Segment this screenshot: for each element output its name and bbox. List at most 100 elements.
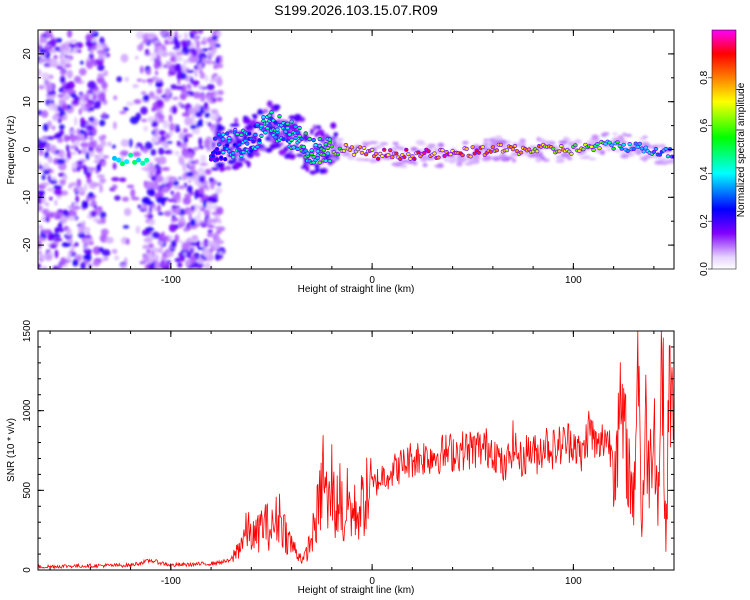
spectrogram-ridge-blob (217, 143, 221, 146)
spectrogram-cell (204, 120, 209, 125)
spectrogram-cell (151, 120, 159, 128)
spectrogram-cell (148, 166, 157, 173)
spectrogram-cell (216, 78, 223, 87)
spectrogram-cell (199, 71, 205, 79)
spectrogram-cell (111, 177, 120, 182)
spectrogram-cell (206, 94, 212, 102)
colorbar-tick-label: 0.0 (699, 262, 710, 276)
spectrogram-cell (167, 30, 173, 40)
spectrogram-cell (144, 48, 150, 55)
spectrogram-noise (38, 30, 674, 269)
spectrogram-ridge-blob (499, 143, 503, 147)
spectrogram-ridge-blob (410, 154, 414, 158)
spectrogram-ridge-blob (215, 158, 219, 161)
spectrogram-cell (182, 196, 191, 205)
spectrogram-cell (427, 143, 436, 148)
spectrogram-cell (234, 117, 239, 124)
spectrogram-cell (191, 112, 195, 120)
spectrogram-ridge-blob (243, 139, 247, 143)
spectrogram-cell (124, 76, 129, 83)
spectrogram-cell (84, 103, 93, 108)
spectrogram-ridge-blob (308, 137, 312, 141)
spectrogram-ridge-blob (551, 147, 555, 150)
spectrogram-cell (185, 171, 194, 178)
spectrogram-ridge-blob (638, 142, 642, 146)
spectrogram-cell (544, 140, 549, 145)
spectrogram-cell (613, 148, 622, 152)
spectrogram-cell (159, 245, 163, 254)
spectrogram-cell (422, 154, 427, 159)
spectrogram-cell (80, 117, 85, 125)
spectrogram-cell (101, 43, 108, 50)
spectrogram-cell (209, 40, 216, 49)
spectrogram-cell (158, 147, 165, 156)
spectrogram-cell (237, 157, 246, 161)
spectrogram-cell (131, 196, 140, 201)
spectrogram-cell (172, 193, 181, 201)
spectrogram-cell (86, 172, 91, 180)
spectrogram-cell (194, 159, 199, 165)
spectrogram-cell (184, 182, 188, 187)
spectrogram-ridge-blob (253, 133, 257, 137)
spectrogram-ridge-blob (245, 142, 249, 145)
spectrogram-cell (288, 115, 296, 120)
spectrogram-cell (547, 140, 556, 145)
spectrogram-cell (142, 94, 150, 102)
spectrogram-cell (175, 207, 180, 213)
spectrogram-cell (153, 128, 160, 132)
spectrogram-cell (410, 147, 418, 152)
spectrogram-cell (606, 148, 612, 152)
spectrogram-cell (168, 223, 177, 233)
spectrogram-cell (171, 217, 179, 222)
spectrogram-cell (182, 174, 187, 181)
spectrogram-cell (74, 116, 78, 126)
spectrogram-cell (219, 167, 227, 171)
spectrogram-ridge-blob (275, 131, 280, 134)
spectrogram-cell (193, 91, 201, 99)
spectrogram-cell (179, 93, 187, 101)
snr-ytick-label: 500 (22, 482, 33, 499)
spectrogram-cell (62, 180, 66, 184)
spectrogram-ridge-blob (215, 147, 219, 151)
spectrogram-ridge-blob (302, 145, 306, 149)
spectrogram-cell (341, 151, 352, 157)
spectrogram-cell (540, 156, 546, 160)
spectrogram-cell (65, 144, 70, 152)
spectrogram-cell (211, 167, 220, 171)
spectrogram-cell (558, 140, 568, 145)
spectrogram-cell (201, 241, 205, 247)
spectrogram-ridge-blob (664, 147, 668, 151)
spectrogram-cell (73, 96, 81, 102)
spectrogram-cell (112, 184, 118, 190)
spectrogram-cell (641, 141, 650, 147)
spectrogram-cell (92, 182, 101, 187)
spectrogram-ridge-blob (316, 156, 320, 160)
spectrogram-cell (535, 158, 543, 163)
spectrogram-ridge-blob (362, 146, 366, 150)
spectrogram-cell (448, 158, 456, 164)
spectrogram-cell (212, 243, 220, 249)
spectrogram-cell (186, 251, 192, 259)
spectrogram-cell (98, 151, 104, 159)
spectrogram-ridge-blob (292, 146, 296, 149)
spectrogram-ridge-blob (255, 123, 259, 126)
spectrogram-cell (139, 65, 144, 74)
spectrogram-cell (145, 181, 154, 190)
spectrogram-cell (114, 255, 120, 261)
spectrogram-cell (278, 142, 284, 146)
spectrogram-cell (199, 93, 206, 102)
spectrogram-ridge-blob (217, 132, 221, 136)
spectrogram-cell (119, 150, 129, 157)
spectrogram-cell (179, 215, 185, 224)
spectrogram-cell (184, 32, 188, 40)
spectrogram-ridge-blob (318, 161, 322, 164)
spectrogram-cell (95, 58, 104, 66)
spectrogram-ridge-blob (241, 150, 245, 154)
spectrogram-cell (38, 68, 42, 77)
spectrogram-cell (102, 54, 107, 59)
spectrogram-cell (66, 69, 73, 79)
spectrogram-ytick-label: -10 (22, 190, 33, 205)
spectrogram-cell (148, 32, 156, 39)
spectrogram-cell (173, 64, 182, 71)
spectrogram-cell (38, 138, 42, 144)
